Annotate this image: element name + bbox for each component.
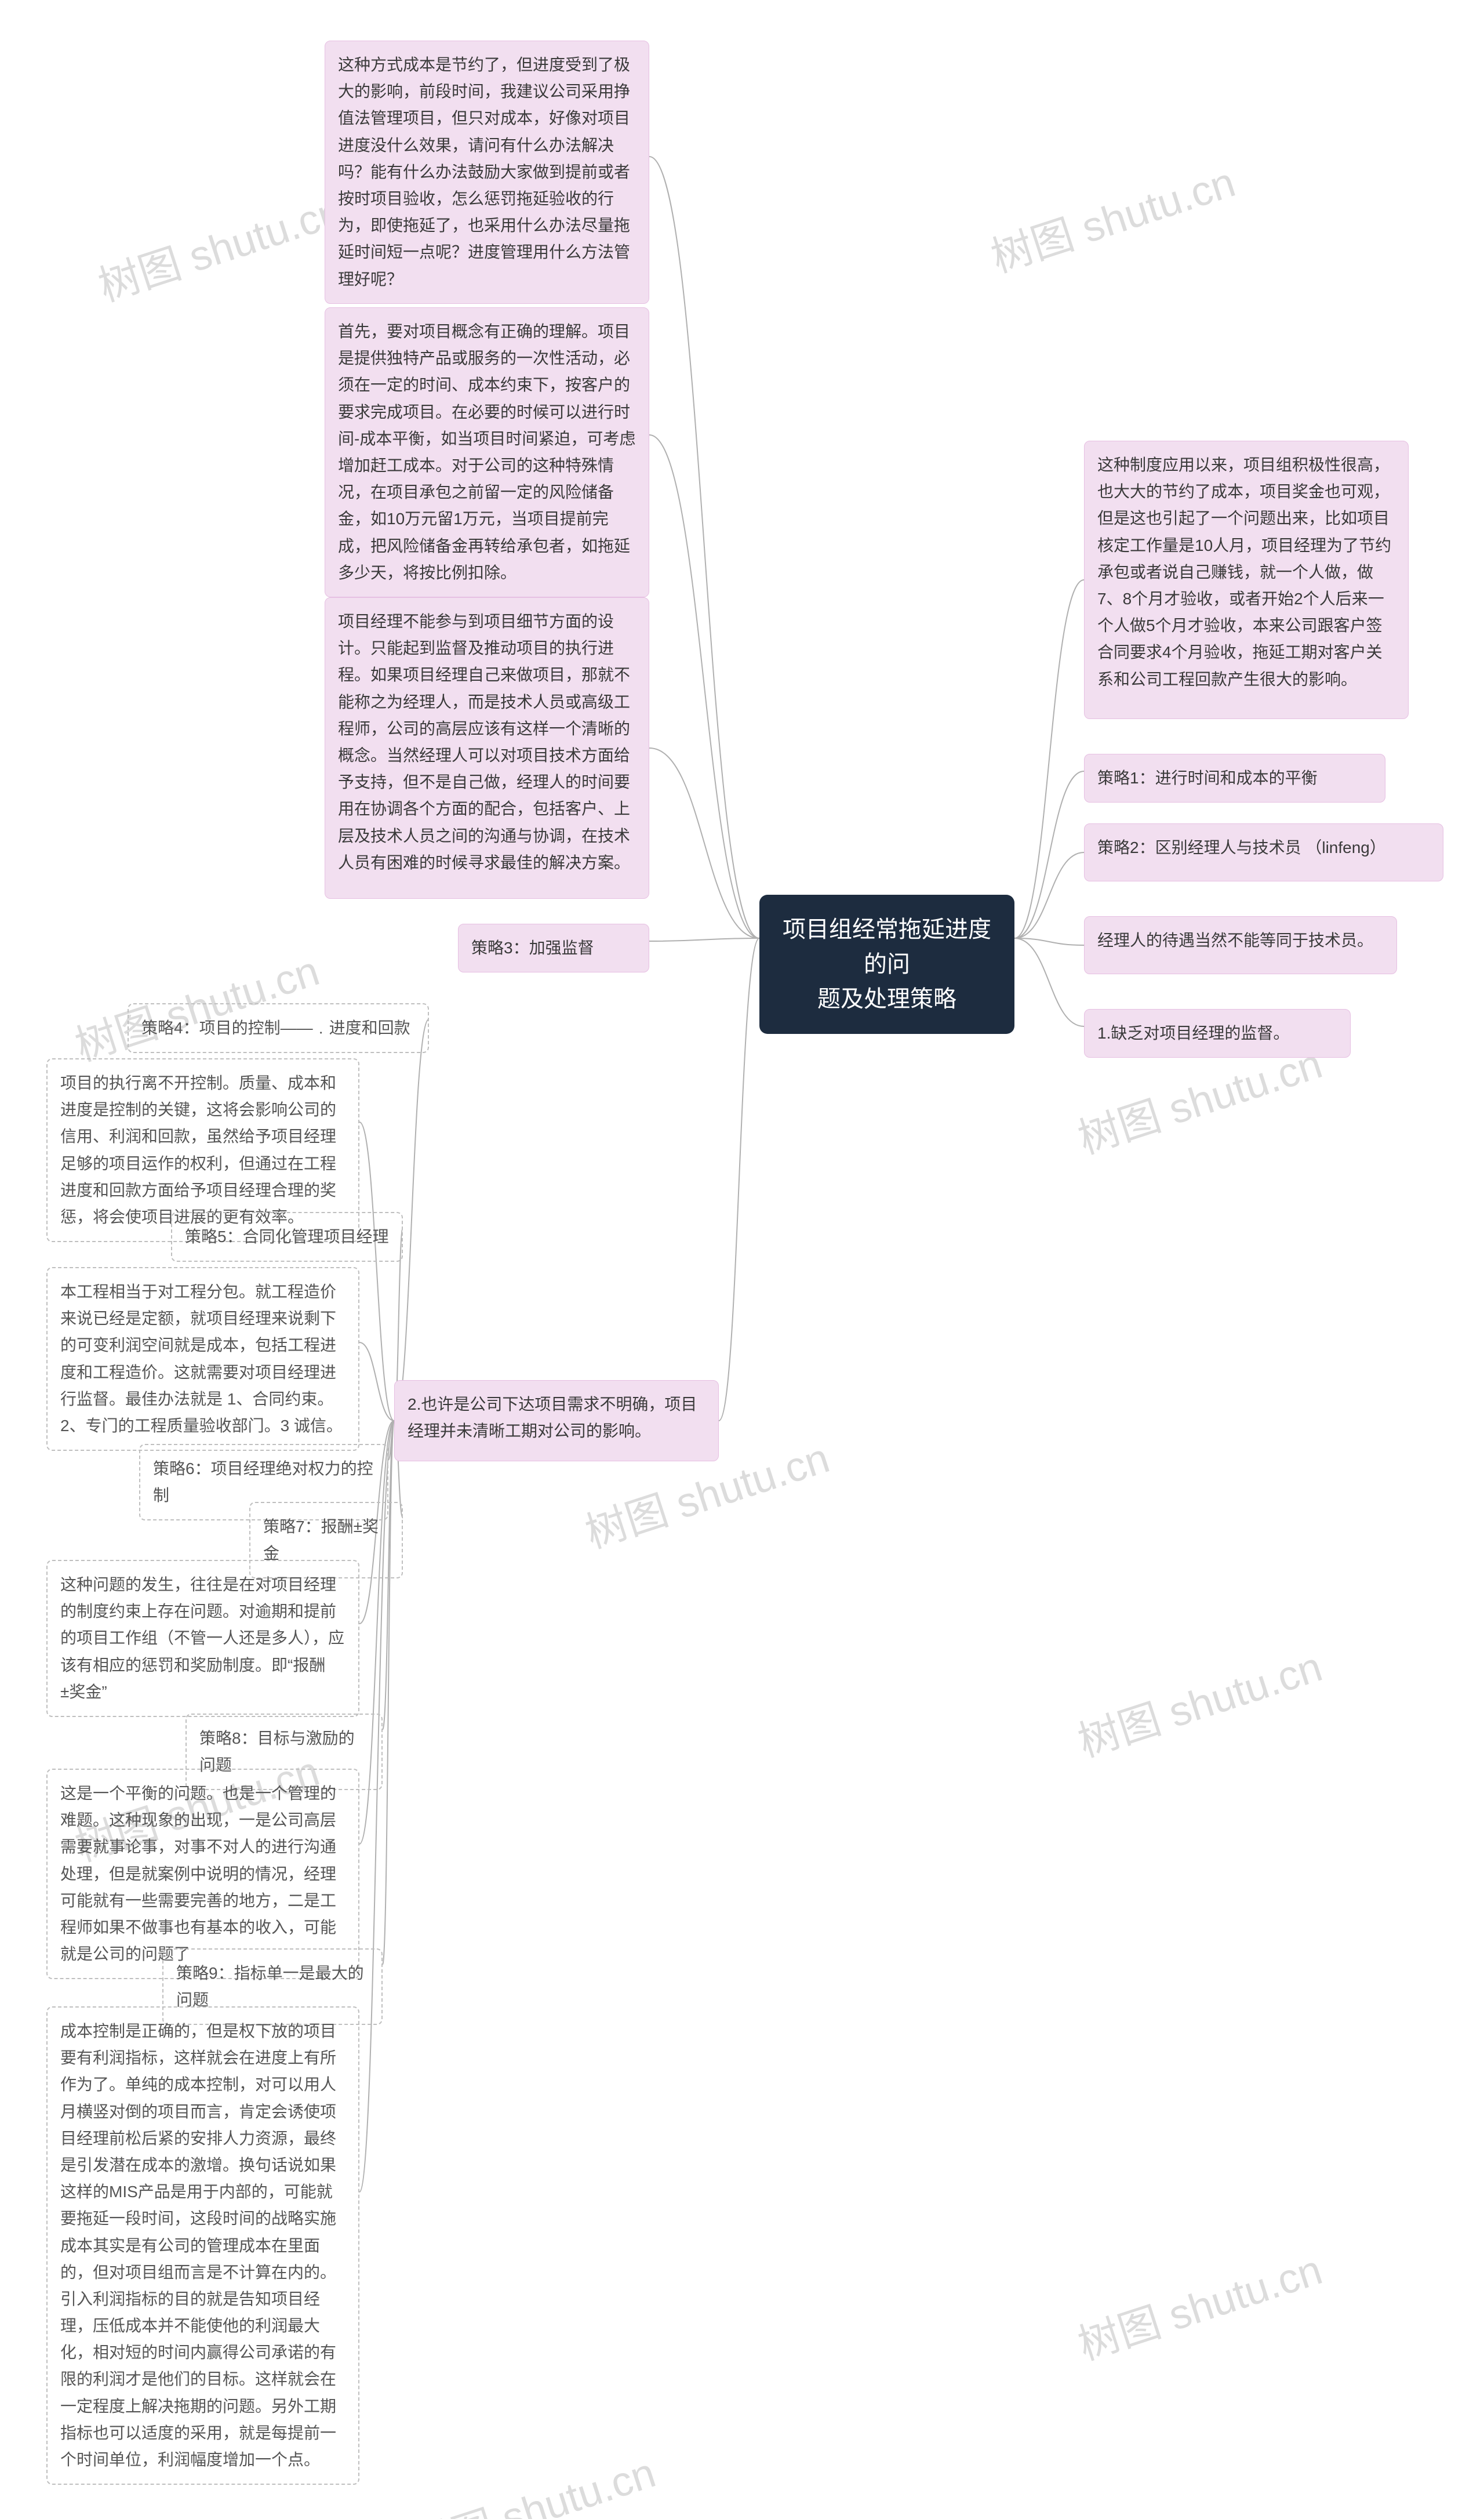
mindmap-dash-node: 这是一个平衡的问题。也是一个管理的难题。这种现象的出现，一是公司高层需要就事论事… bbox=[46, 1769, 359, 1979]
center-node: 项目组经常拖延进度的问题及处理策略 bbox=[759, 895, 1014, 1034]
center-node-label: 项目组经常拖延进度的问题及处理策略 bbox=[783, 917, 991, 1012]
watermark: 树图 shutu.cn bbox=[1069, 1632, 1328, 1769]
mindmap-node: 经理人的待遇当然不能等同于技术员。 bbox=[1084, 916, 1397, 974]
watermark: 树图 shutu.cn bbox=[982, 148, 1241, 284]
connector bbox=[388, 1421, 394, 1460]
connector bbox=[359, 1342, 394, 1421]
connector bbox=[359, 1122, 394, 1421]
mindmap-node: 首先，要对项目概念有正确的理解。项目是提供独特产品或服务的一次性活动，必须在一定… bbox=[325, 307, 649, 597]
mindmap-node: 项目经理不能参与到项目细节方面的设计。只能起到监督及推动项目的执行进程。如果项目… bbox=[325, 597, 649, 899]
mindmap-dash-node-label: 这是一个平衡的问题。也是一个管理的难题。这种现象的出现，一是公司高层需要就事论事… bbox=[60, 1784, 336, 1963]
mindmap-dash-node: 这种问题的发生，往往是在对项目经理的制度约束上存在问题。对逾期和提前的项目工作组… bbox=[46, 1560, 359, 1717]
mindmap-node: 这种方式成本是节约了，但进度受到了极大的影响，前段时间，我建议公司采用挣值法管理… bbox=[325, 41, 649, 304]
mindmap-dash-node: 成本控制是正确的，但是权下放的项目要有利润指标，这样就会在进度上有所作为了。单纯… bbox=[46, 2006, 359, 2485]
mindmap-node-label: 项目经理不能参与到项目细节方面的设计。只能起到监督及推动项目的执行进程。如果项目… bbox=[338, 612, 630, 872]
mindmap-node-label: 首先，要对项目概念有正确的理解。项目是提供独特产品或服务的一次性活动，必须在一定… bbox=[338, 322, 635, 582]
mindmap-dash-node: 本工程相当于对工程分包。就工程造价来说已经是定额，就项目经理来说剩下的可变利润空… bbox=[46, 1267, 359, 1451]
mindmap-dash-node-label: 策略7：报酬±奖金 bbox=[263, 1518, 379, 1562]
mindmap-dash-node-label: 策略4：项目的控制——﹒进度和回款 bbox=[141, 1019, 410, 1037]
mindmap-dash-node-label: 策略8：目标与激励的问题 bbox=[199, 1729, 355, 1774]
watermark: 树图 shutu.cn bbox=[89, 177, 348, 313]
mindmap-node-label: 这种方式成本是节约了，但进度受到了极大的影响，前段时间，我建议公司采用挣值法管理… bbox=[338, 56, 630, 288]
connector bbox=[649, 938, 759, 941]
mindmap-dash-node-label: 策略9：指标单一是最大的问题 bbox=[176, 1964, 364, 2009]
mindmap-dash-node-label: 成本控制是正确的，但是权下放的项目要有利润指标，这样就会在进度上有所作为了。单纯… bbox=[60, 2022, 336, 2469]
mindmap-dash-node-label: 策略6：项目经理绝对权力的控制 bbox=[153, 1460, 373, 1504]
mindmap-dash-node-label: 项目的执行离不开控制。质量、成本和进度是控制的关键，这将会影响公司的信用、利润和… bbox=[60, 1074, 336, 1226]
watermark: 树图 shutu.cn bbox=[402, 2438, 661, 2519]
mindmap-node-label: 策略3：加强监督 bbox=[471, 939, 594, 957]
mindmap-node-label: 2.也许是公司下达项目需求不明确，项目经理并未清晰工期对公司的影响。 bbox=[408, 1395, 697, 1440]
mindmap-node: 策略3：加强监督 bbox=[458, 924, 649, 972]
mindmap-dash-node: 策略5：合同化管理项目经理 bbox=[171, 1212, 403, 1262]
mindmap-node: 这种制度应用以来，项目组积极性很高，也大大的节约了成本，项目奖金也可观，但是这也… bbox=[1084, 441, 1409, 719]
connector bbox=[1014, 580, 1084, 938]
mindmap-dash-node-label: 这种问题的发生，往往是在对项目经理的制度约束上存在问题。对逾期和提前的项目工作组… bbox=[60, 1576, 344, 1701]
mindmap-node: 2.也许是公司下达项目需求不明确，项目经理并未清晰工期对公司的影响。 bbox=[394, 1380, 719, 1461]
mindmap-node-label: 1.缺乏对项目经理的监督。 bbox=[1097, 1024, 1289, 1042]
mindmap-node: 1.缺乏对项目经理的监督。 bbox=[1084, 1009, 1351, 1058]
mindmap-dash-node: 策略4：项目的控制——﹒进度和回款 bbox=[128, 1003, 429, 1053]
connector bbox=[1014, 938, 1084, 1026]
mindmap-node: 策略1：进行时间和成本的平衡 bbox=[1084, 754, 1385, 803]
connector bbox=[1014, 771, 1084, 938]
mindmap-node-label: 策略2：区别经理人与技术员 （linfeng） bbox=[1097, 839, 1386, 856]
connector bbox=[1014, 852, 1084, 938]
watermark: 树图 shutu.cn bbox=[1069, 2235, 1328, 2372]
connector bbox=[1014, 938, 1084, 945]
mindmap-node-label: 策略1：进行时间和成本的平衡 bbox=[1097, 769, 1318, 787]
mindmap-node: 策略2：区别经理人与技术员 （linfeng） bbox=[1084, 823, 1443, 881]
connector bbox=[649, 157, 759, 938]
connector bbox=[649, 435, 759, 938]
connector bbox=[649, 748, 759, 938]
connector bbox=[719, 938, 759, 1421]
mindmap-dash-node-label: 本工程相当于对工程分包。就工程造价来说已经是定额，就项目经理来说剩下的可变利润空… bbox=[60, 1283, 343, 1435]
mindmap-node-label: 经理人的待遇当然不能等同于技术员。 bbox=[1097, 931, 1373, 949]
mindmap-node-label: 这种制度应用以来，项目组积极性很高，也大大的节约了成本，项目奖金也可观，但是这也… bbox=[1097, 456, 1391, 688]
mindmap-dash-node-label: 策略5：合同化管理项目经理 bbox=[185, 1228, 389, 1246]
